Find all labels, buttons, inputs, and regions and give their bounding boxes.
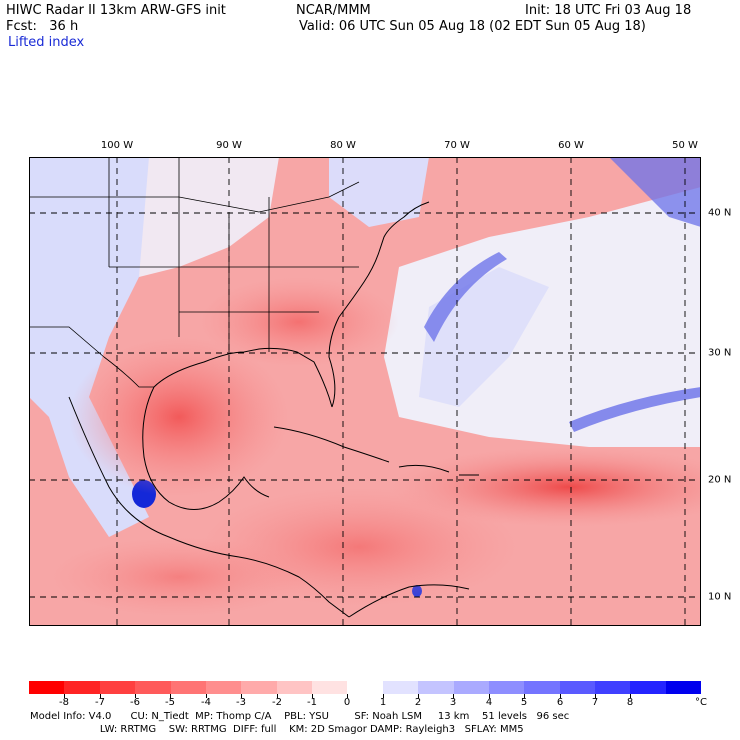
colorbar-tick: [418, 694, 419, 698]
colorbar-swatch: [630, 681, 666, 694]
colorbar-tick: [241, 694, 242, 698]
colorbar: [29, 681, 702, 694]
field-blue-streak-1: [424, 252, 507, 342]
colorbar-tick: [347, 694, 348, 698]
colorbar-tick: [453, 694, 454, 698]
colorbar-tick: [560, 694, 561, 698]
colorbar-swatch: [488, 681, 525, 694]
colorbar-swatch: [559, 681, 595, 694]
colorbar-swatch: [347, 681, 383, 694]
lon-label-80w: 80 W: [330, 140, 356, 151]
colorbar-tick-label: -1: [307, 697, 317, 708]
colorbar-swatch: [64, 681, 100, 694]
us-gulf-coast: [153, 347, 333, 408]
lon-label-50w: 50 W: [672, 140, 698, 151]
colorbar-tick: [170, 694, 171, 698]
colorbar-swatch: [170, 681, 206, 694]
colorbar-swatch: [29, 681, 65, 694]
lat-label-10n: 10 N: [708, 591, 732, 603]
us-east-coast: [338, 201, 430, 318]
mexico-gulf-coast: [142, 386, 270, 510]
colorbar-tick-label: 5: [520, 697, 528, 708]
colorbar-swatch: [135, 681, 171, 694]
lon-label-90w: 90 W: [216, 140, 242, 151]
graticule: [29, 157, 701, 626]
colorbar-swatch: [205, 681, 242, 694]
colorbar-tick-label: -4: [201, 697, 211, 708]
colorbar-tick-label: -8: [59, 697, 69, 708]
lon-label-100w: 100 W: [100, 140, 134, 151]
lat-label-40n: 40 N: [708, 207, 732, 219]
init-time: Init: 18 UTC Fri 03 Aug 18: [525, 3, 692, 18]
lon-label-70w: 70 W: [444, 140, 470, 151]
colorbar-tick-label: 8: [626, 697, 634, 708]
colorbar-tick: [595, 694, 596, 698]
canada-border: [29, 181, 360, 213]
colorbar-tick-label: -2: [272, 697, 282, 708]
colorbar-tick-label: 6: [556, 697, 564, 708]
field-blue-streak-2: [569, 387, 701, 432]
lifted-index-map: [29, 157, 701, 626]
colorbar-tick: [524, 694, 525, 698]
political-borders: [29, 157, 360, 388]
field-name: Lifted index: [8, 35, 85, 50]
model-title: HIWC Radar II 13km ARW-GFS init: [6, 3, 226, 18]
mexico-pacific-coast: [68, 396, 240, 558]
colorbar-swatch: [276, 681, 312, 694]
colorbar-tick: [135, 694, 136, 698]
hispaniola: [398, 464, 450, 473]
model-info-line2: LW: RRTMG SW: RRTMG DIFF: full KM: 2D Sm…: [30, 724, 524, 735]
colorbar-swatch: [241, 681, 277, 694]
valid-time: Valid: 06 UTC Sun 05 Aug 18 (02 EDT Sun …: [299, 19, 646, 34]
field-plains-white: [139, 157, 279, 277]
colorbar-swatch: [665, 681, 702, 694]
lat-label-30n: 30 N: [708, 347, 732, 359]
colorbar-swatch: [453, 681, 489, 694]
institution-label: NCAR/MMM: [296, 3, 371, 18]
colorbar-unit: °C: [695, 697, 707, 708]
colorbar-tick: [312, 694, 313, 698]
colorbar-tick: [630, 694, 631, 698]
lat-label-20n: 20 N: [708, 474, 732, 486]
colorbar-tick-label: 4: [485, 697, 493, 708]
field-west-stable: [29, 157, 159, 537]
colorbar-tick-label: -6: [130, 697, 140, 708]
colorbar-tick-label: 3: [449, 697, 457, 708]
florida-coast: [328, 316, 340, 408]
map-frame: [29, 157, 701, 626]
south-america-coast: [348, 584, 470, 618]
colorbar-swatch: [595, 681, 631, 694]
colorbar-swatch: [418, 681, 454, 694]
colorbar-tick: [277, 694, 278, 698]
colorbar-tick-label: 1: [379, 697, 387, 708]
colorbar-swatch: [524, 681, 560, 694]
colorbar-tick-label: -5: [165, 697, 175, 708]
colorbar-tick-label: 7: [591, 697, 599, 708]
colorbar-tick-label: -3: [236, 697, 246, 708]
central-america-coast: [238, 556, 350, 618]
colorbar-swatch: [382, 681, 419, 694]
colorbar-tick-label: 2: [414, 697, 422, 708]
colorbar-swatch: [312, 681, 348, 694]
model-info-line1: Model Info: V4.0 CU: N_Tiedt MP: Thomp C…: [30, 711, 570, 722]
forecast-hour: Fcst: 36 h: [6, 19, 79, 34]
field-east-pacific: [49, 537, 309, 617]
cuba: [273, 426, 390, 463]
coastlines: [68, 201, 479, 618]
colorbar-tick-label: -7: [95, 697, 105, 708]
colorbar-tick: [100, 694, 101, 698]
field-se-us-unstable: [199, 277, 399, 367]
colorbar-tick: [489, 694, 490, 698]
colorbar-tick-label: 0: [343, 697, 351, 708]
field-blue-corner: [609, 157, 701, 227]
lon-label-60w: 60 W: [558, 140, 584, 151]
us-mexico-border: [29, 326, 154, 388]
colorbar-tick: [206, 694, 207, 698]
field-gulf-unstable: [69, 337, 289, 497]
field-northeast-blue: [329, 157, 429, 227]
colorbar-swatch: [99, 681, 136, 694]
colorbar-tick: [64, 694, 65, 698]
colorbar-tick: [383, 694, 384, 698]
